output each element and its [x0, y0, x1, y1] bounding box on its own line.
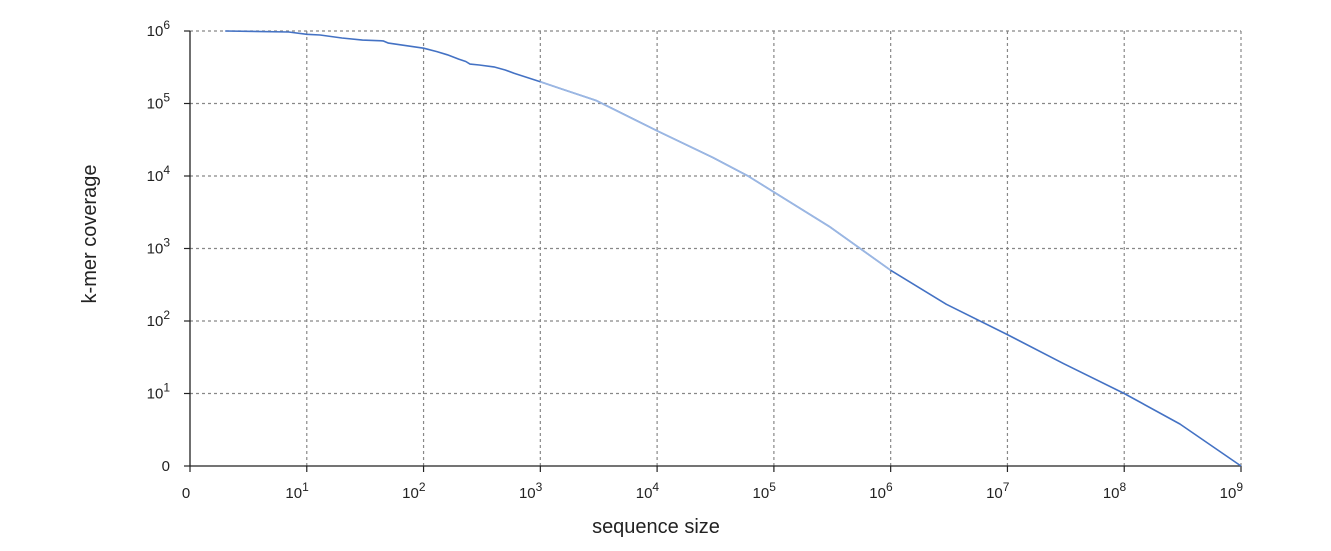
x-tick-label: 105: [753, 480, 777, 502]
x-tick-label: 101: [285, 480, 309, 502]
x-tick-label: 109: [1220, 480, 1244, 502]
x-tick-label: 104: [636, 480, 660, 502]
y-tick-label: 105: [147, 91, 171, 113]
y-tick-label: 102: [147, 308, 171, 330]
x-tick-label: 102: [402, 480, 426, 502]
x-tick-label: 103: [519, 480, 543, 502]
grid: [190, 30, 1242, 466]
y-tick-label: 101: [147, 381, 171, 403]
x-tick-label: 0: [182, 485, 190, 502]
y-tick-labels: 0 101 102 103 104 105 106: [147, 18, 171, 475]
x-tick-label: 106: [869, 480, 893, 502]
x-tick-labels: 0 101 102 103 104 105 106 107 108 109: [182, 480, 1243, 502]
y-tick-label: 0: [162, 458, 170, 475]
series-line: [225, 30, 1242, 467]
axes: [184, 30, 1242, 472]
x-tick-label: 108: [1103, 480, 1127, 502]
series-line-highlight: [540, 80, 892, 272]
y-tick-label: 104: [147, 163, 171, 185]
x-tick-label: 107: [986, 480, 1010, 502]
series-layer: [225, 30, 1242, 467]
x-axis-label: sequence size: [592, 516, 720, 538]
y-tick-label: 103: [147, 236, 171, 258]
y-tick-label: 106: [147, 18, 171, 40]
y-axis-label: k-mer coverage: [79, 165, 101, 304]
